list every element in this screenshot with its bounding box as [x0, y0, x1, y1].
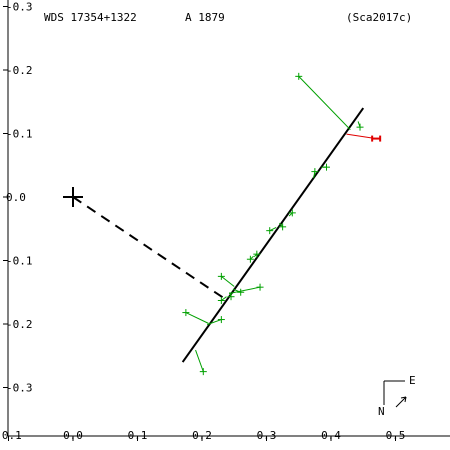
x-tick-label: 0.4	[321, 429, 341, 442]
observation-residual	[221, 296, 227, 301]
y-tick-label: -0.2	[6, 64, 33, 77]
x-tick-label: 0.0	[63, 429, 83, 442]
observation-residual	[298, 76, 351, 131]
compass-north-label: N	[378, 405, 385, 418]
y-tick-label: 0.0	[6, 191, 26, 204]
x-tick-label: 0.2	[192, 429, 212, 442]
x-tick-label: -0.1	[0, 429, 22, 442]
observation-residual	[195, 349, 204, 372]
observation-residual	[269, 227, 277, 232]
x-tick-label: 0.1	[128, 429, 148, 442]
observation-residual	[206, 319, 222, 326]
y-tick-label: -0.1	[6, 128, 33, 141]
motion-arrow-icon	[395, 396, 407, 408]
header-reference: (Sca2017c)	[346, 11, 412, 24]
observation-residual	[185, 312, 209, 324]
header-star-id: WDS 17354+1322	[44, 11, 137, 24]
observation-residual	[228, 286, 261, 295]
observation-residual	[221, 275, 235, 287]
compass: E N	[378, 374, 416, 418]
y-tick-label: -0.3	[6, 382, 33, 395]
header-discoverer: A 1879	[185, 11, 225, 24]
observation-residual	[250, 255, 254, 260]
axis-ticks: -0.1 0.0 0.1 0.2 0.3 0.4 0.5 -0.3 -0.2 -0.1 0.0 -0.…	[0, 1, 405, 443]
compass-east-label: E	[409, 374, 416, 387]
observation-residual	[288, 212, 293, 217]
y-tick-label: -0.1	[6, 255, 33, 268]
line-of-nodes	[72, 196, 226, 300]
x-tick-label: 0.5	[386, 429, 406, 442]
apparent-orbit-line	[181, 107, 365, 363]
orbit-lines	[63, 107, 365, 363]
observation-residual	[279, 222, 284, 228]
x-tick-label: 0.3	[257, 429, 277, 442]
y-tick-label: -0.2	[6, 318, 33, 331]
header: WDS 17354+1322 A 1879 (Sca2017c)	[44, 11, 412, 24]
observations	[182, 72, 382, 376]
y-tick-label: -0.3	[6, 1, 33, 14]
observation-residual	[232, 288, 241, 293]
